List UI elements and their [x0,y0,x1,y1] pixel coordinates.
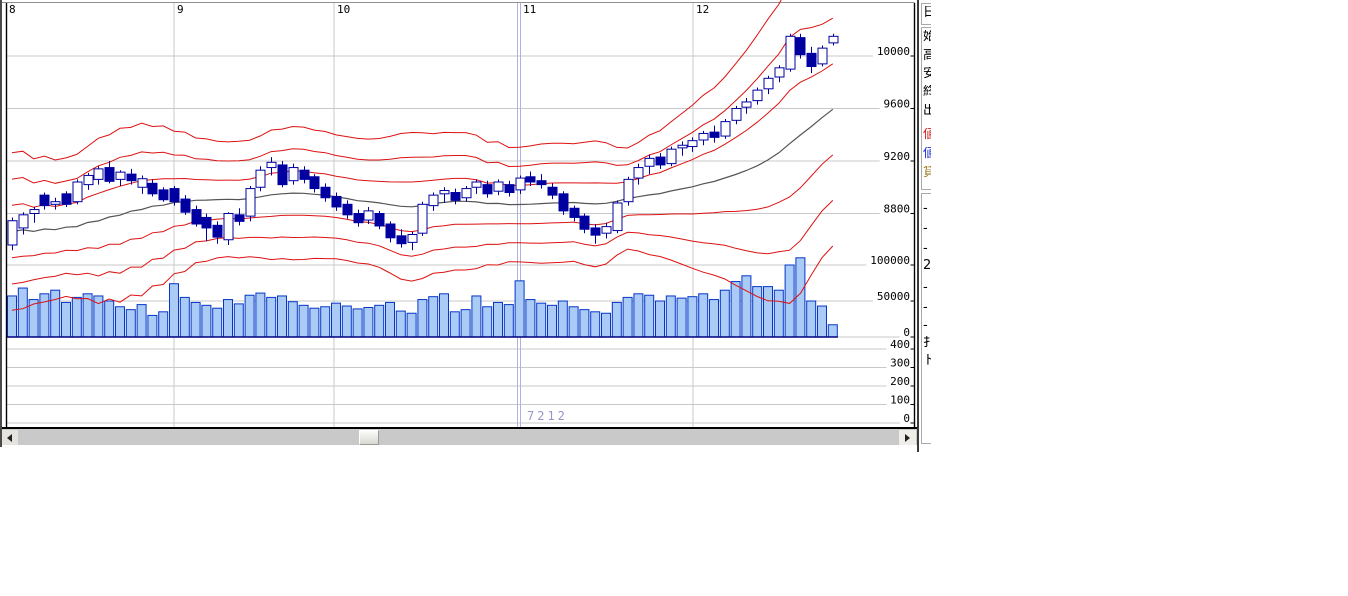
gridlines [0,2,915,427]
sidebar-stat-label: - [923,202,928,216]
sidebar-quote-label: 貸 [923,166,931,180]
ticker-code-watermark: 7212 [527,409,568,423]
sidebar-stat-label: - [923,281,928,295]
scrollbar-thumb[interactable] [359,430,379,445]
sidebar-date-label: 日 [923,6,931,20]
svg-text:400: 400 [890,338,910,351]
svg-text:100: 100 [890,394,910,407]
scroll-right-button[interactable] [899,430,916,445]
window-left-border [0,0,2,447]
sidebar-stat-label: - [923,242,928,256]
bollinger-bands [11,0,834,311]
volume-bars [7,257,838,338]
svg-text:8800: 8800 [884,203,911,216]
arrow-right-icon [905,433,910,442]
chart-window: 10000 9600 9200 8800 100000 50000 0 400 300 200 10… [0,0,931,452]
sidebar-quote-box [921,27,931,190]
sidebar-quote-label: 値 [923,128,931,142]
horizontal-scrollbar[interactable] [0,430,917,445]
svg-text:50000: 50000 [877,290,910,303]
svg-text:8: 8 [9,3,16,16]
panel-divider [917,0,919,452]
svg-text:9200: 9200 [884,150,911,163]
svg-text:300: 300 [890,357,910,370]
sidebar-stat-label: ト [923,354,931,368]
sidebar-quote-label: 安 [923,67,931,81]
sidebar-quote-label: 値 [923,147,931,161]
svg-text:200: 200 [890,375,910,388]
svg-text:12: 12 [696,3,709,16]
sidebar-date-box [921,3,931,25]
svg-text:100000: 100000 [870,254,910,267]
sidebar-stat-label: - [923,319,928,333]
candles [7,33,839,251]
svg-text:11: 11 [523,3,536,16]
sidebar-stat-label: 扌 [923,336,931,350]
sidebar-quote-label: 終 [923,85,931,99]
scroll-left-button[interactable] [1,430,18,445]
sidebar-quote-label: 始 [923,30,931,44]
sidebar-stat-label: - [923,301,928,315]
sidebar-quote-label: 出 [923,104,931,118]
month-labels: 8 9 10 11 12 [9,3,709,16]
axis-labels: 1000096009200880010000050000040030020010… [866,45,915,425]
svg-text:10: 10 [337,3,350,16]
svg-text:0: 0 [903,326,910,339]
svg-text:9600: 9600 [884,98,911,111]
sidebar-stats-box [921,193,931,444]
plot-borders [0,3,917,430]
svg-text:9: 9 [177,3,184,16]
sidebar-stat-label: 2 [923,259,931,273]
sidebar-stat-label: - [923,222,928,236]
arrow-left-icon [7,433,12,442]
candlestick-chart[interactable]: 1000096009200880010000050000040030020010… [0,0,918,430]
svg-text:10000: 10000 [877,45,910,58]
sidebar-quote-label: 高 [923,49,931,63]
svg-text:0: 0 [903,412,910,425]
